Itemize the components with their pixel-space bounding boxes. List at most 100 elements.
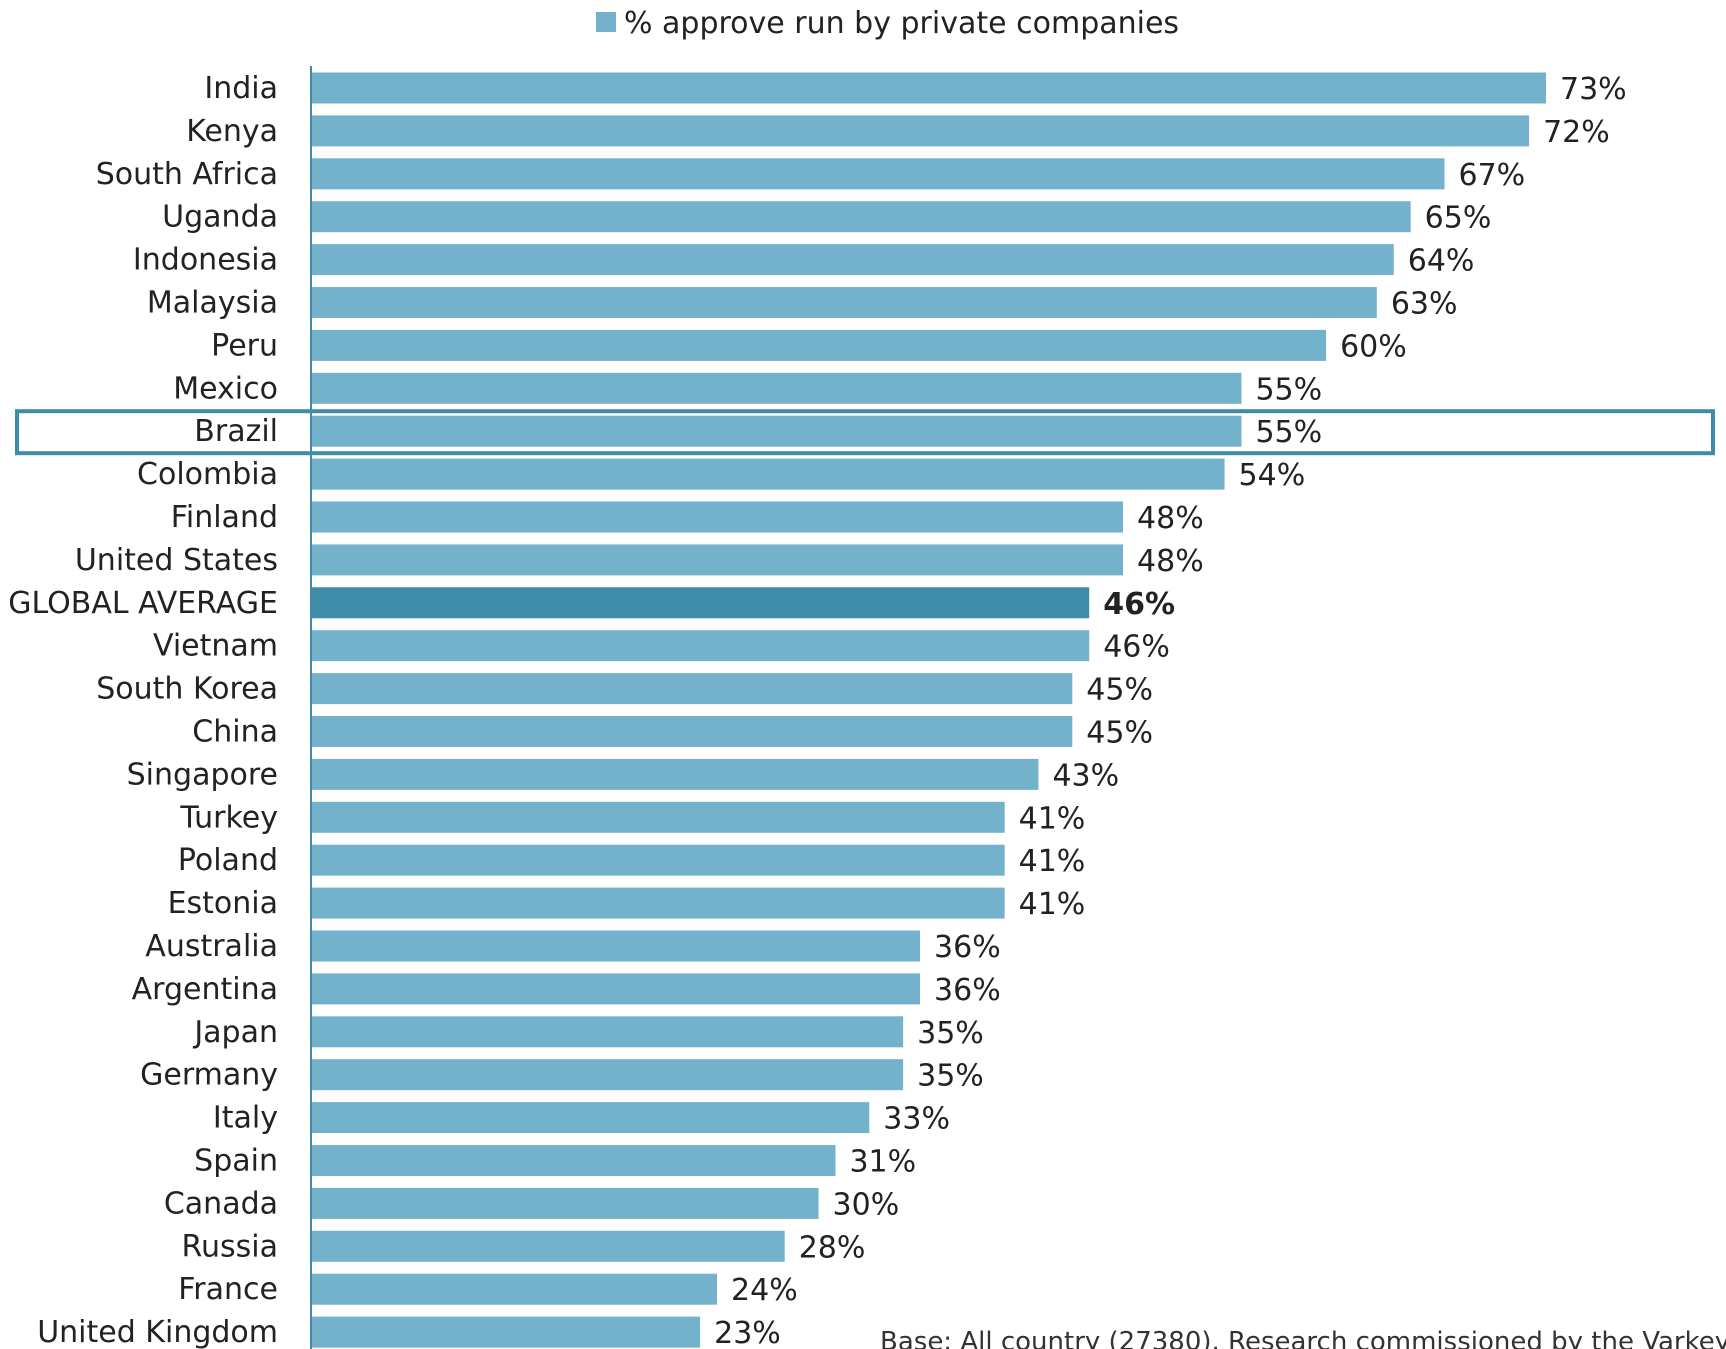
bar-japan (311, 1016, 904, 1048)
bar-south-korea (311, 673, 1073, 705)
value-label-india: 73% (1560, 72, 1627, 107)
bar-malaysia (311, 287, 1377, 318)
value-label-south-africa: 67% (1458, 158, 1525, 193)
value-label-south-korea: 45% (1086, 673, 1153, 708)
value-label-france: 24% (731, 1273, 798, 1308)
value-label-vietnam: 46% (1103, 630, 1170, 665)
category-label-russia: Russia (182, 1229, 279, 1264)
bar-brazil (311, 415, 1242, 447)
highlight-frame-brazil (15, 409, 1715, 456)
category-label-turkey: Turkey (179, 800, 278, 835)
value-label-indonesia: 64% (1408, 244, 1475, 279)
bar-united-states (311, 544, 1124, 576)
category-labels: India Kenya South Africa Uganda Indonesia Mal… (8, 71, 278, 1349)
value-label-germany: 35% (917, 1059, 984, 1094)
bar-argentina (311, 973, 921, 1005)
bar-uganda (311, 201, 1411, 233)
legend: % approve run by private companies (596, 6, 1179, 41)
bar-vietnam (311, 630, 1090, 662)
category-label-singapore: Singapore (127, 757, 278, 792)
category-label-china: China (192, 715, 278, 750)
value-label-colombia: 54% (1239, 458, 1306, 493)
bar-canada (311, 1187, 819, 1219)
category-label-germany: Germany (140, 1058, 278, 1093)
bar-mexico (311, 372, 1242, 404)
value-label-canada: 30% (833, 1187, 900, 1222)
bar-peru (311, 329, 1327, 361)
value-label-kenya: 72% (1543, 115, 1610, 150)
bar-singapore (311, 758, 1039, 790)
value-label-italy: 33% (883, 1102, 950, 1137)
value-label-united-kingdom: 23% (714, 1316, 781, 1349)
bar-united-kingdom (311, 1316, 701, 1348)
value-label-finland: 48% (1137, 501, 1204, 536)
footnote: Base: All country (27380). Research comm… (880, 1327, 1726, 1349)
category-label-malaysia: Malaysia (147, 286, 278, 321)
value-label-russia: 28% (799, 1230, 866, 1265)
category-label-indonesia: Indonesia (133, 243, 278, 278)
value-label-united-states: 48% (1137, 544, 1204, 579)
highlight-frame-layer (15, 409, 1715, 456)
bar-russia (311, 1230, 785, 1262)
category-label-uganda: Uganda (162, 200, 278, 235)
category-label-united-states: United States (75, 543, 278, 578)
category-label-vietnam: Vietnam (153, 629, 278, 664)
value-label-singapore: 43% (1052, 758, 1119, 793)
bars (311, 72, 1546, 1348)
bar-australia (311, 930, 921, 962)
value-label-australia: 36% (934, 930, 1001, 965)
bar-estonia (311, 887, 1005, 919)
category-label-estonia: Estonia (168, 886, 278, 921)
category-label-south-korea: South Korea (96, 672, 278, 707)
value-label-spain: 31% (849, 1145, 916, 1180)
category-label-kenya: Kenya (186, 114, 278, 149)
category-label-united-kingdom: United Kingdom (37, 1315, 278, 1349)
category-label-poland: Poland (178, 843, 278, 878)
bar-india (311, 72, 1546, 104)
bar-poland (311, 844, 1005, 876)
category-label-south-africa: South Africa (96, 157, 278, 192)
value-labels: 73% 72% 67% 65% 64% 63% 60% 55% 55% 54% 48% 48% 46% 4… (714, 72, 1627, 1349)
category-label-france: France (178, 1272, 278, 1307)
category-label-brazil: Brazil (194, 414, 278, 449)
category-label-mexico: Mexico (173, 371, 278, 406)
bar-germany (311, 1059, 904, 1091)
bar-global-average (311, 587, 1090, 619)
category-label-peru: Peru (211, 328, 278, 363)
bar-china (311, 716, 1073, 747)
category-label-finland: Finland (171, 500, 278, 535)
bar-finland (311, 501, 1124, 533)
value-label-china: 45% (1086, 716, 1153, 751)
category-label-india: India (204, 71, 278, 106)
value-label-estonia: 41% (1019, 887, 1086, 922)
category-label-australia: Australia (145, 929, 278, 964)
legend-label: % approve run by private companies (624, 6, 1179, 41)
category-label-spain: Spain (194, 1144, 278, 1179)
bar-colombia (311, 458, 1225, 490)
bar-italy (311, 1102, 870, 1134)
value-label-uganda: 65% (1425, 201, 1492, 236)
bar-spain (311, 1145, 836, 1176)
category-label-colombia: Colombia (137, 457, 278, 492)
category-label-japan: Japan (192, 1015, 278, 1050)
bar-south-africa (311, 158, 1445, 190)
category-label-italy: Italy (213, 1101, 278, 1136)
bar-turkey (311, 801, 1005, 833)
bar-kenya (311, 115, 1530, 147)
value-label-poland: 41% (1019, 844, 1086, 879)
value-label-malaysia: 63% (1391, 287, 1458, 322)
bar-indonesia (311, 244, 1394, 276)
value-label-mexico: 55% (1255, 372, 1322, 407)
category-label-canada: Canada (164, 1186, 278, 1221)
value-label-japan: 35% (917, 1016, 984, 1051)
value-label-argentina: 36% (934, 973, 1001, 1008)
category-label-global-average: GLOBAL AVERAGE (8, 586, 278, 621)
value-label-brazil: 55% (1255, 415, 1322, 450)
value-label-peru: 60% (1340, 329, 1407, 364)
legend-swatch (596, 12, 616, 32)
bar-france (311, 1273, 718, 1305)
value-label-global-average: 46% (1103, 587, 1175, 622)
category-label-argentina: Argentina (132, 972, 278, 1007)
